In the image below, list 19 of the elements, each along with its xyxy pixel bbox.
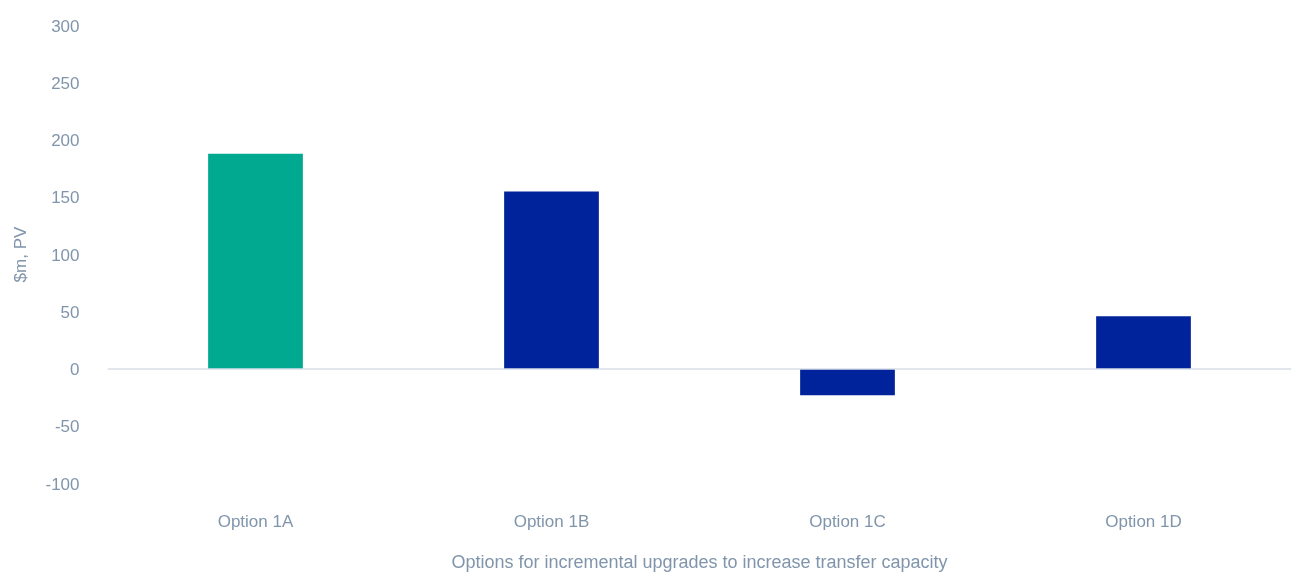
x-tick-label: Option 1D: [1105, 511, 1182, 531]
y-tick-label: -100: [45, 474, 80, 494]
x-tick-label: Option 1B: [513, 511, 590, 531]
y-tick-label: 300: [51, 16, 80, 36]
bar: [1096, 316, 1191, 369]
y-tick-label: 100: [51, 245, 80, 265]
x-tick-label: Option 1A: [217, 511, 294, 531]
y-tick-label: 50: [60, 302, 80, 322]
y-tick-label: 150: [51, 188, 80, 208]
y-tick-label: -50: [54, 417, 80, 437]
bar: [504, 191, 599, 369]
x-axis-title: Options for incremental upgrades to increase transfer capacity: [451, 551, 948, 572]
y-axis-title: $m, PV: [11, 225, 31, 283]
bar: [800, 369, 895, 396]
y-tick-label: 200: [51, 131, 80, 150]
y-tick-label: 0: [70, 360, 80, 379]
y-tick-label: 250: [51, 73, 80, 93]
x-tick-label: Option 1C: [809, 511, 886, 531]
bar: [208, 153, 303, 369]
